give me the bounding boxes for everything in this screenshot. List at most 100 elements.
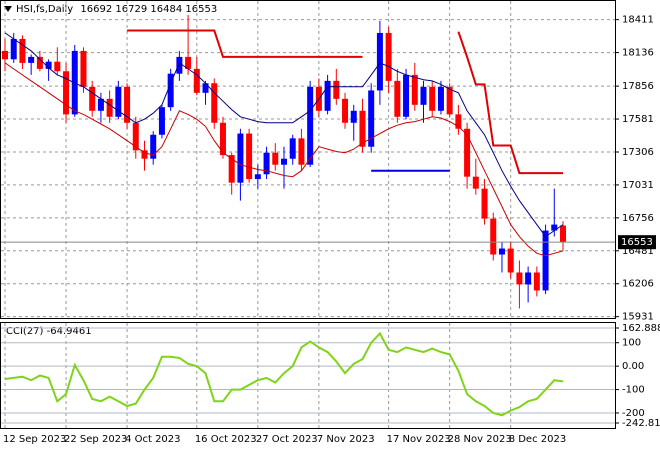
y-tick-label: 16206	[622, 279, 654, 290]
candle-body	[394, 80, 401, 117]
y-tick-label: 0.00	[622, 361, 644, 372]
candle-body	[2, 50, 8, 60]
candle-body	[560, 225, 566, 243]
menu-icon	[4, 6, 12, 12]
candle-body	[158, 107, 165, 135]
candle-body	[115, 86, 122, 117]
y-tick-label: 17306	[622, 147, 654, 158]
candle-body	[80, 50, 87, 87]
candle-body	[542, 230, 549, 291]
candle-body	[246, 133, 253, 180]
candle-body	[333, 80, 340, 99]
cci-title: CCI(27)	[6, 326, 44, 337]
candle-body	[132, 122, 139, 151]
candle-body	[411, 74, 418, 105]
y-tick-label: -200	[622, 408, 645, 419]
low: 16484	[150, 4, 182, 15]
candle-body	[237, 133, 244, 183]
candle-body	[63, 71, 70, 115]
chart-header: HSI,fs,Daily 16692 16729 16484 16553	[16, 4, 217, 15]
candle-body	[376, 32, 383, 91]
candle-body	[150, 134, 157, 159]
y-tick-label: 16756	[622, 213, 654, 224]
x-tick-label: 22 Sep 2023	[64, 434, 127, 445]
main-panel	[0, 0, 616, 319]
candle-body	[446, 86, 453, 115]
candle-body	[10, 38, 17, 60]
candle-body	[45, 61, 52, 69]
indicator-line	[4, 32, 564, 238]
candle-body	[464, 128, 471, 177]
candle-body	[359, 110, 366, 147]
candle-body	[89, 86, 96, 111]
candle-body	[228, 155, 235, 183]
close: 16553	[185, 4, 217, 15]
candle-body	[525, 272, 532, 285]
y-tick-label: 17856	[622, 81, 654, 92]
high: 16729	[115, 4, 147, 15]
candle-body	[507, 248, 514, 273]
candle-body	[429, 86, 436, 111]
x-tick-label: 12 Sep 2023	[3, 434, 66, 445]
y-tick-label: 162.8881	[622, 323, 660, 334]
candle-body	[481, 188, 488, 219]
candle-body	[254, 174, 261, 180]
candle-body	[498, 248, 505, 255]
cci-line	[4, 331, 564, 417]
y-tick-label: 18411	[622, 15, 654, 26]
candle-body	[368, 90, 375, 147]
candle-body	[141, 150, 148, 159]
candle-body	[437, 86, 444, 111]
candle-body	[490, 218, 497, 255]
y-tick-label: 15931	[622, 312, 654, 323]
candle-body	[281, 158, 287, 165]
candle-body	[28, 56, 35, 63]
y-tick-label: 18136	[622, 48, 654, 59]
y-tick-label: 17581	[622, 114, 654, 125]
y-tick-label: 17031	[622, 180, 654, 191]
x-tick-label: 28 Nov 2023	[448, 434, 512, 445]
x-tick-label: 16 Oct 2023	[195, 434, 257, 445]
indicator-line	[4, 62, 564, 257]
y-tick-label: -242.81	[622, 418, 660, 429]
x-tick-label: 17 Nov 2023	[387, 434, 451, 445]
price-tag: 16553	[621, 237, 653, 248]
indicator-line	[127, 29, 563, 175]
candle-body	[516, 272, 523, 285]
open: 16692	[80, 4, 112, 15]
price-tag-bg	[618, 235, 656, 250]
candle-body	[472, 176, 479, 189]
candle-body	[19, 38, 26, 63]
candle-body	[307, 86, 314, 165]
candle-body	[167, 73, 174, 108]
x-tick-label: 8 Dec 2023	[509, 434, 567, 445]
candle-body	[342, 98, 349, 123]
candle-body	[176, 56, 183, 74]
candle-body	[551, 224, 558, 231]
candle-body	[403, 74, 410, 117]
y-tick-label: -100	[622, 385, 645, 396]
y-tick-label: 100	[622, 338, 641, 349]
x-tick-label: 27 Oct 2023	[256, 434, 318, 445]
candle-body	[350, 110, 357, 123]
candle-body	[385, 32, 392, 81]
candle-body	[219, 122, 226, 156]
candle-body	[533, 272, 540, 291]
x-tick-label: 7 Nov 2023	[317, 434, 375, 445]
candle-body	[193, 68, 200, 93]
candle-body	[263, 152, 270, 175]
candle-body	[124, 86, 131, 123]
candle-body	[455, 114, 462, 129]
candle-body	[54, 61, 61, 72]
candle-body	[202, 83, 209, 93]
candle-body	[211, 83, 218, 123]
candle-body	[289, 138, 296, 159]
candle-body	[324, 80, 331, 111]
cci-panel	[0, 322, 616, 429]
cci-header: CCI(27) -64.9461	[6, 326, 92, 337]
candle-body	[185, 56, 192, 69]
x-tick-label: 4 Oct 2023	[125, 434, 180, 445]
candle-body	[97, 98, 104, 111]
